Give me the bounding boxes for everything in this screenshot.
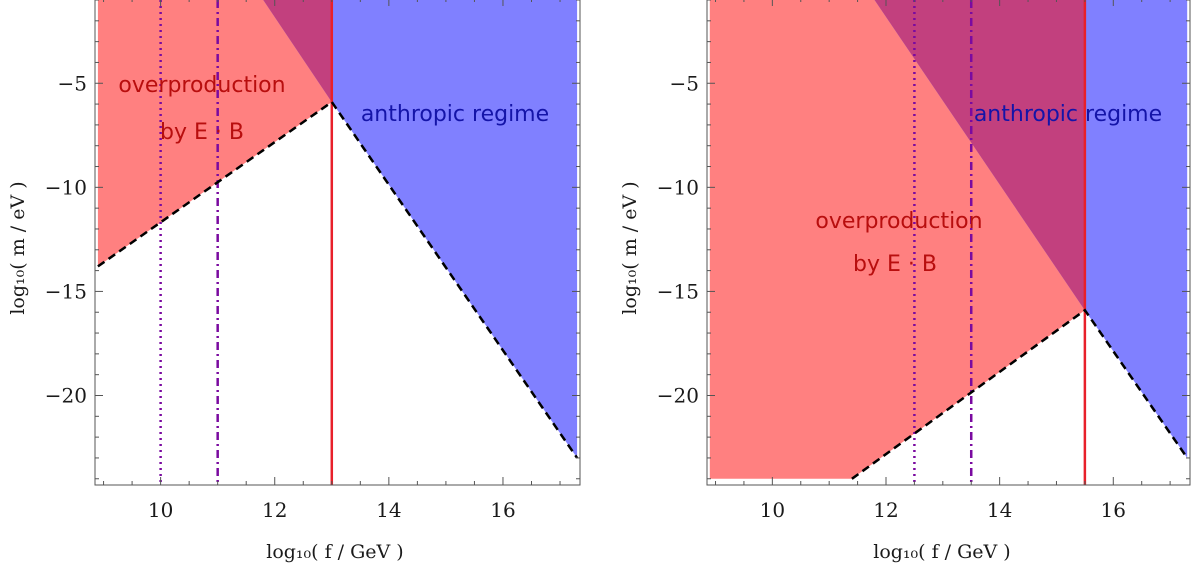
right-overlap-region	[874, 0, 1085, 311]
left-boundary-line	[97, 100, 579, 459]
right-y-tick-label: −15	[657, 279, 699, 303]
right-overproduction-label-line1: overproduction	[815, 209, 982, 234]
left-y-axis-label: log₁₀( m / eV )	[7, 181, 29, 314]
left-x-tick-label: 16	[490, 498, 515, 522]
left-x-axis-label: log₁₀( f / GeV )	[266, 541, 403, 563]
left-overproduction-label-line2: by E · B	[160, 120, 244, 145]
left-y-tick-label: −15	[45, 279, 87, 303]
right-x-axis-label: log₁₀( f / GeV )	[873, 541, 1010, 563]
right-y-axis-label: log₁₀( m / eV )	[619, 181, 641, 314]
left-tick-labels: 10 12 14 16 −5 −10 −15 −20	[45, 71, 516, 522]
left-y-tick-label: −10	[45, 175, 87, 199]
right-overproduction-label-line2: by E · B	[853, 252, 937, 277]
left-x-tick-label: 10	[148, 498, 173, 522]
right-y-tick-label: −10	[657, 175, 699, 199]
left-y-tick-label: −5	[58, 71, 87, 95]
left-plot-frame	[94, 0, 581, 486]
right-tick-labels: 10 12 14 16 −5 −10 −15 −20	[657, 71, 1126, 522]
right-ticks	[707, 0, 1190, 485]
right-y-tick-label: −5	[670, 71, 699, 95]
left-x-tick-label: 12	[262, 498, 287, 522]
right-boundary-line	[851, 308, 1189, 480]
left-ticks	[95, 0, 580, 485]
left-y-tick-label: −20	[45, 383, 87, 407]
left-overlap-region	[263, 0, 332, 102]
right-x-tick-label: 12	[873, 498, 898, 522]
left-anthropic-label: anthropic regime	[361, 102, 549, 127]
right-x-tick-label: 10	[760, 498, 785, 522]
left-lines	[97, 0, 579, 485]
right-anthropic-label: anthropic regime	[974, 102, 1162, 127]
right-plot-frame	[706, 0, 1191, 486]
right-y-tick-label: −20	[657, 383, 699, 407]
right-x-tick-label: 14	[987, 498, 1012, 522]
right-panel: 10 12 14 16 −5 −10 −15 −20 overproduction by E …	[619, 0, 1191, 563]
left-overproduction-region	[97, 0, 332, 267]
left-x-tick-label: 14	[376, 498, 401, 522]
left-overproduction-label-line1: overproduction	[118, 73, 285, 98]
left-panel: 10 12 14 16 −5 −10 −15 −20 overproduction by E …	[7, 0, 581, 563]
right-lines	[851, 0, 1189, 485]
right-x-tick-label: 16	[1101, 498, 1126, 522]
right-regions	[709, 0, 1188, 479]
left-regions	[97, 0, 578, 458]
